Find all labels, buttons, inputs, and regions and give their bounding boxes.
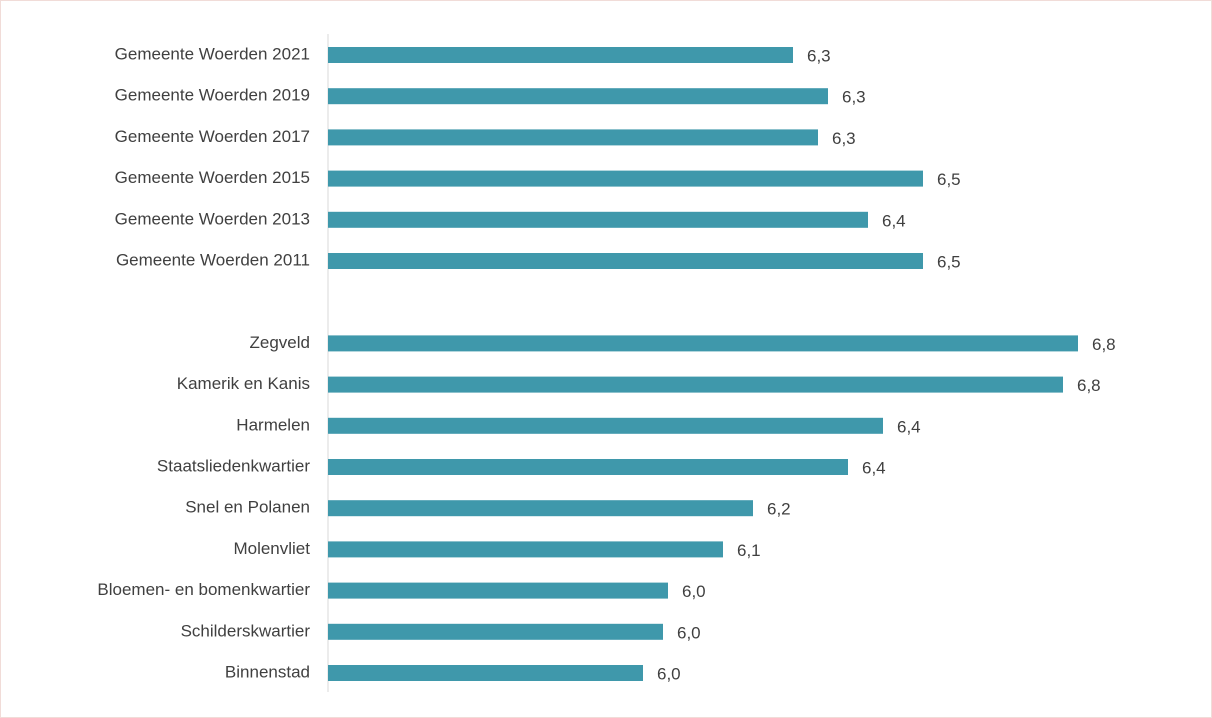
category-label: Zegveld — [250, 333, 310, 352]
bar — [328, 47, 793, 63]
data-label: 6,0 — [682, 582, 706, 601]
category-label: Molenvliet — [233, 539, 310, 558]
bar — [328, 541, 723, 558]
bar — [328, 417, 883, 434]
data-label: 6,1 — [737, 541, 761, 560]
data-label: 6,4 — [897, 417, 921, 436]
bar — [328, 623, 663, 640]
data-label: 6,3 — [842, 88, 866, 107]
category-label: Bloemen- en bomenkwartier — [97, 580, 310, 599]
data-label: 6,8 — [1077, 376, 1101, 395]
bar — [328, 211, 868, 228]
bar — [328, 88, 828, 105]
category-label: Snel en Polanen — [185, 498, 310, 517]
data-label: 6,0 — [677, 623, 701, 642]
category-label: Binnenstad — [225, 662, 310, 681]
data-label: 6,3 — [807, 46, 831, 65]
data-label: 6,2 — [767, 500, 791, 519]
category-label: Gemeente Woerden 2013 — [115, 209, 310, 228]
data-label: 6,3 — [832, 129, 856, 148]
bar — [328, 376, 1063, 393]
data-label: 6,5 — [937, 170, 961, 189]
data-label: 6,4 — [882, 211, 906, 230]
category-label: Gemeente Woerden 2019 — [115, 86, 310, 105]
bar — [328, 170, 923, 187]
data-label: 6,4 — [862, 458, 886, 477]
category-label: Kamerik en Kanis — [177, 374, 310, 393]
bar — [328, 582, 668, 599]
data-label: 6,8 — [1092, 335, 1116, 354]
bar — [328, 500, 753, 517]
category-label: Gemeente Woerden 2017 — [115, 127, 310, 146]
bar — [328, 335, 1078, 352]
category-label: Staatsliedenkwartier — [157, 456, 310, 475]
bar — [328, 665, 643, 681]
category-label: Gemeente Woerden 2015 — [115, 168, 310, 187]
bar — [328, 459, 848, 475]
data-label: 6,0 — [657, 664, 681, 683]
category-label: Schilderskwartier — [181, 621, 311, 640]
bar — [328, 253, 923, 269]
bar — [328, 129, 818, 146]
category-label: Gemeente Woerden 2021 — [115, 44, 310, 63]
category-label: Gemeente Woerden 2011 — [116, 250, 310, 269]
data-label: 6,5 — [937, 252, 961, 271]
category-label: Harmelen — [236, 415, 310, 434]
